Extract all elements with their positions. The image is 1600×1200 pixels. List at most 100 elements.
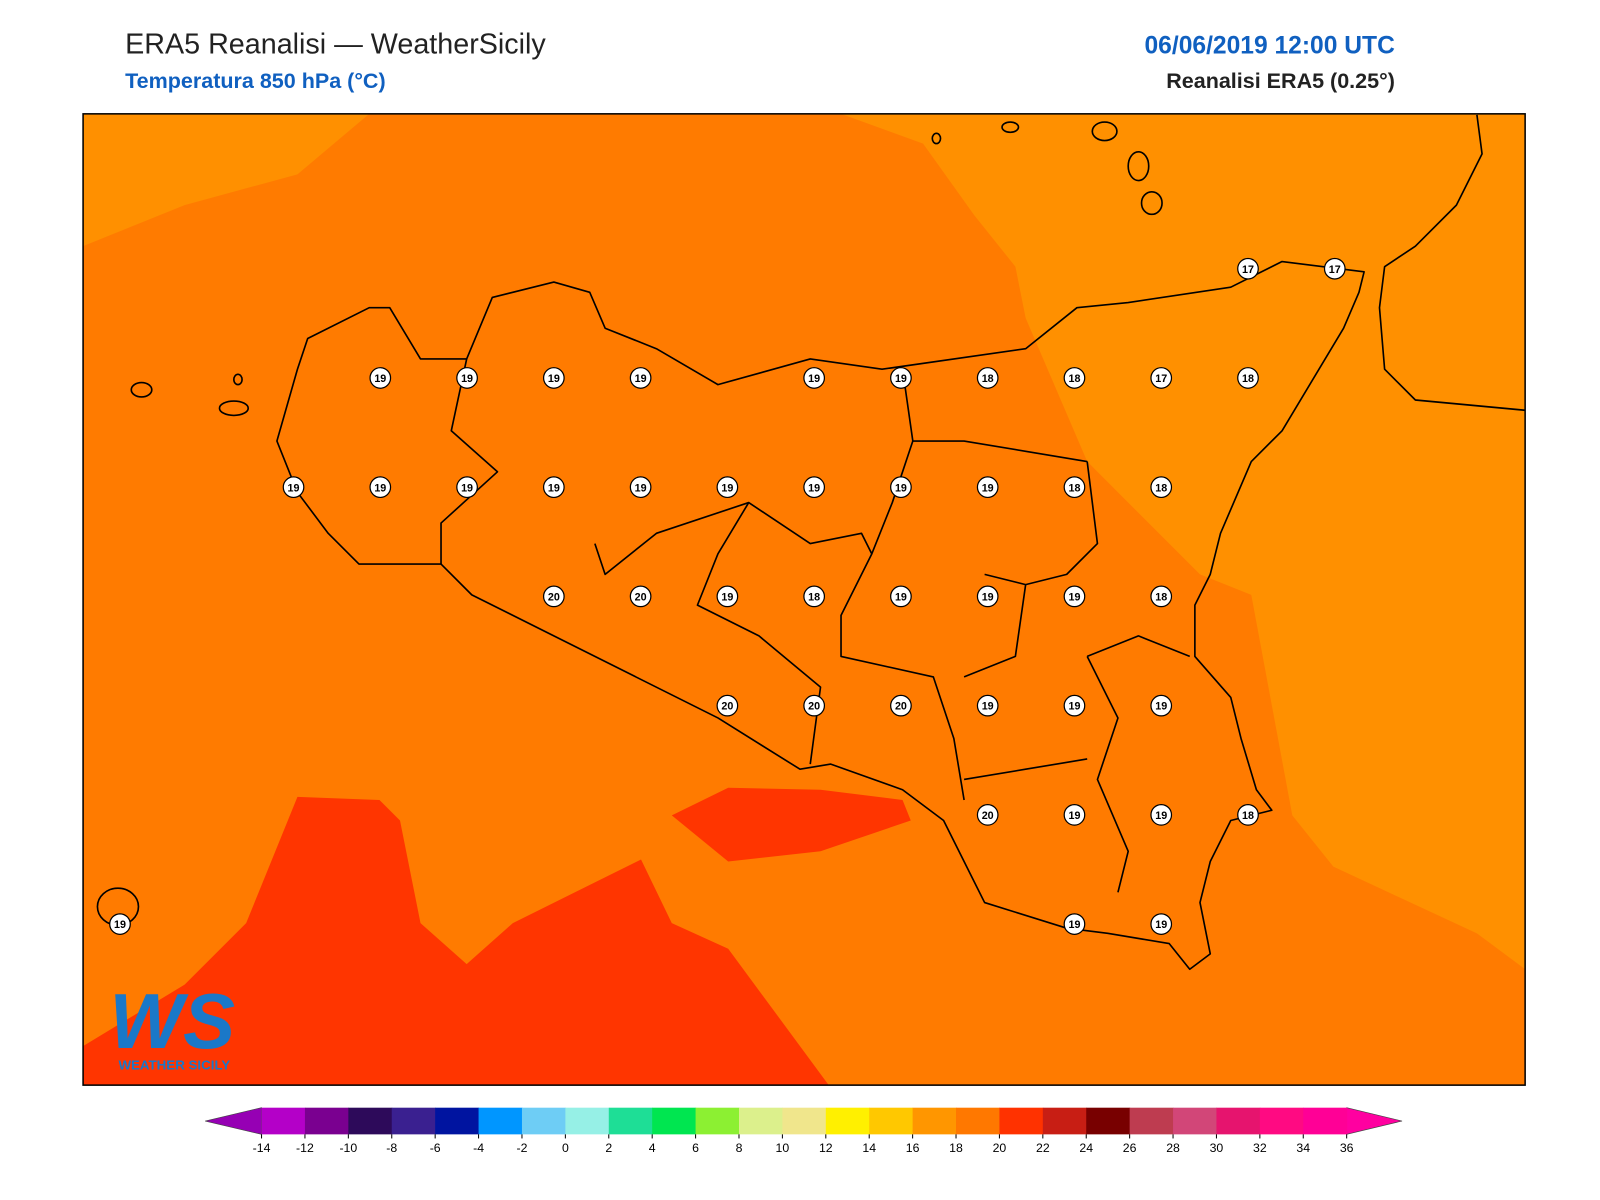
colorbar-bin bbox=[999, 1107, 1044, 1135]
island bbox=[1140, 190, 1163, 216]
island bbox=[218, 400, 250, 417]
station-value: 20 bbox=[635, 592, 647, 604]
station-value: 19 bbox=[374, 373, 386, 385]
colorbar-tick-label: 8 bbox=[736, 1141, 743, 1155]
station-marker bbox=[976, 367, 999, 389]
colorbar-tick-label: 0 bbox=[562, 1141, 569, 1155]
colorbar-bin bbox=[478, 1107, 523, 1135]
station-marker bbox=[1150, 585, 1173, 608]
station-marker bbox=[629, 367, 652, 389]
station-value: 18 bbox=[1242, 373, 1254, 385]
colorbar-bin bbox=[738, 1107, 783, 1135]
colorbar-tick-label: 14 bbox=[862, 1141, 876, 1155]
station-value: 19 bbox=[1155, 919, 1167, 931]
island bbox=[1091, 121, 1118, 142]
station-value: 17 bbox=[1242, 264, 1254, 276]
station-marker bbox=[369, 476, 392, 499]
station-marker bbox=[1063, 803, 1086, 826]
colorbar-tick-label: 2 bbox=[605, 1141, 612, 1155]
subtitle: Temperatura 850 hPa (°C) bbox=[125, 69, 386, 93]
station-value: 17 bbox=[1329, 264, 1341, 276]
colorbar-tick-label: 12 bbox=[819, 1141, 833, 1155]
station-marker bbox=[1063, 913, 1086, 935]
calabria-coast bbox=[1378, 114, 1526, 412]
island bbox=[1001, 121, 1020, 134]
colorbar-tick-label: -10 bbox=[339, 1141, 357, 1155]
colorbar-bin bbox=[782, 1107, 827, 1135]
station-marker bbox=[803, 585, 826, 608]
logo-text: WEATHER SICILY bbox=[118, 1058, 230, 1073]
station-marker bbox=[1063, 694, 1086, 717]
colorbar-bin bbox=[1259, 1107, 1304, 1135]
station-value: 18 bbox=[982, 373, 994, 385]
station-marker bbox=[1150, 913, 1173, 935]
station-value: 19 bbox=[1068, 919, 1080, 931]
station-marker bbox=[1323, 257, 1346, 280]
station-marker bbox=[629, 585, 652, 608]
station-value: 19 bbox=[721, 592, 733, 604]
station-value: 19 bbox=[374, 482, 386, 494]
colorbar-bin bbox=[1086, 1107, 1131, 1135]
station-value: 19 bbox=[895, 373, 907, 385]
station-marker bbox=[1150, 476, 1173, 499]
station-marker bbox=[803, 694, 826, 717]
station-marker bbox=[890, 694, 912, 717]
station-value: 19 bbox=[114, 919, 126, 931]
colorbar-bin bbox=[1216, 1107, 1261, 1135]
station-value: 18 bbox=[1068, 373, 1080, 385]
station-marker bbox=[1063, 585, 1086, 608]
colorbar-bin bbox=[304, 1107, 349, 1135]
station-marker bbox=[716, 476, 739, 499]
stations: 17 17 19 19 19 19 19 19 18 18 17 18 19 19 19 19 19 19 19 19… bbox=[109, 257, 1346, 935]
sicily-coast bbox=[276, 260, 1365, 971]
station-value: 19 bbox=[808, 482, 820, 494]
colorbar-bin bbox=[912, 1107, 957, 1135]
title: ERA5 Reanalisi — WeatherSicily bbox=[125, 28, 546, 60]
station-marker bbox=[542, 476, 565, 499]
station-marker bbox=[1237, 803, 1259, 826]
station-value: 19 bbox=[461, 482, 473, 494]
colorbar-over bbox=[1346, 1107, 1403, 1135]
station-marker bbox=[890, 476, 912, 499]
colorbar-tick-label: 22 bbox=[1036, 1141, 1050, 1155]
station-value: 19 bbox=[1068, 592, 1080, 604]
station-marker bbox=[1150, 694, 1173, 717]
station-marker bbox=[1063, 367, 1086, 389]
map: 17 17 19 19 19 19 19 19 18 18 17 18 19 19 19 19 19 19 19 19… bbox=[82, 113, 1526, 1086]
station-marker bbox=[456, 476, 478, 499]
station-marker bbox=[1237, 257, 1259, 280]
station-marker bbox=[1063, 476, 1086, 499]
station-value: 19 bbox=[548, 482, 560, 494]
station-marker bbox=[1150, 367, 1173, 389]
station-marker bbox=[369, 367, 392, 389]
colorbar-tick-label: 30 bbox=[1210, 1141, 1224, 1155]
colorbar-tick-label: 26 bbox=[1123, 1141, 1137, 1155]
field-20-22 bbox=[671, 787, 911, 862]
colorbar-tick-label: 16 bbox=[906, 1141, 920, 1155]
station-marker bbox=[803, 476, 826, 499]
station-value: 19 bbox=[548, 373, 560, 385]
colorbar-bin bbox=[1173, 1107, 1217, 1135]
colorbar: -14 -12 -10 -8 -6 -4 -2 0 2 4 6 8 10 12 14 16 18 20 22 24 26… bbox=[205, 1107, 1403, 1155]
colorbar-bin bbox=[1303, 1107, 1348, 1135]
colorbar-bin bbox=[521, 1107, 566, 1135]
station-marker bbox=[542, 367, 565, 389]
colorbar-tick-label: 36 bbox=[1340, 1141, 1354, 1155]
station-value: 19 bbox=[635, 482, 647, 494]
station-value: 20 bbox=[982, 810, 994, 822]
colorbar-tick-label: 4 bbox=[649, 1141, 656, 1155]
field-20-22 bbox=[83, 796, 829, 1086]
colorbar-tick-label: 20 bbox=[993, 1141, 1007, 1155]
colorbar-bin bbox=[608, 1107, 653, 1135]
station-value: 19 bbox=[288, 482, 300, 494]
station-value: 19 bbox=[982, 482, 994, 494]
station-value: 18 bbox=[1068, 482, 1080, 494]
map-frame bbox=[82, 113, 1526, 1086]
station-value: 19 bbox=[808, 373, 820, 385]
island bbox=[233, 373, 243, 386]
station-marker bbox=[716, 694, 739, 717]
station-value: 18 bbox=[1242, 810, 1254, 822]
station-value: 19 bbox=[982, 701, 994, 713]
station-value: 19 bbox=[895, 482, 907, 494]
